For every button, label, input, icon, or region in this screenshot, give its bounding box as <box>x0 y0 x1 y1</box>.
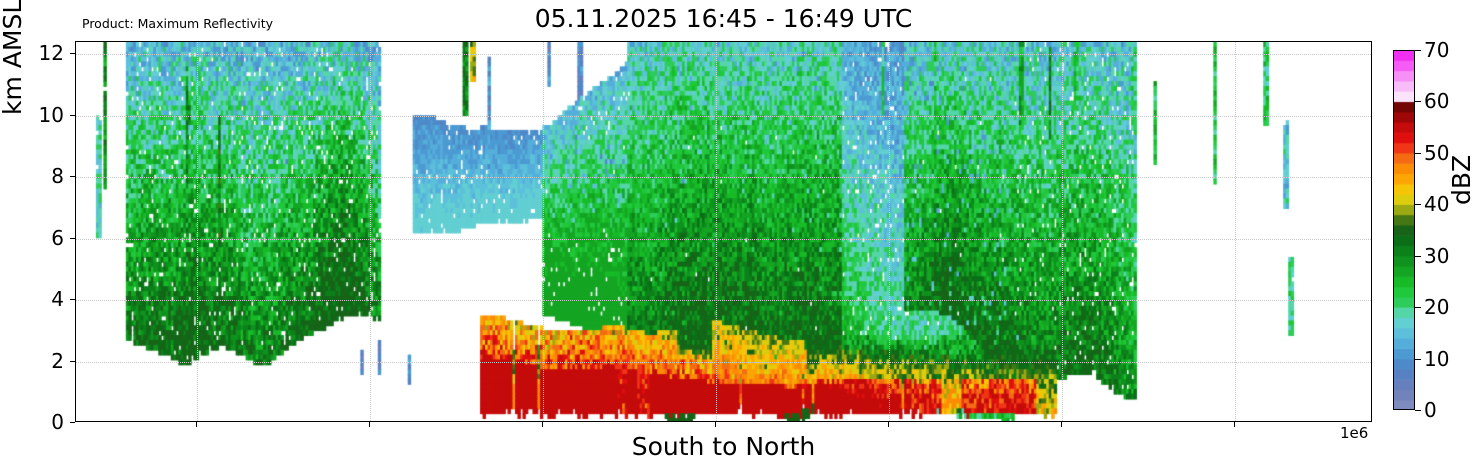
gridline-horizontal <box>76 361 1371 363</box>
colorbar-tick-mark <box>1415 50 1421 51</box>
x-tick-mark <box>368 422 370 427</box>
x-tick-mark <box>887 422 889 427</box>
y-tick-label: 4 <box>51 287 64 312</box>
colorbar-tick-mark <box>1415 101 1421 103</box>
gridline-vertical <box>197 42 199 421</box>
colorbar-tick-mark <box>1415 152 1421 154</box>
colorbar-tick-label: 10 <box>1424 346 1450 371</box>
y-tick-label: 6 <box>51 225 64 250</box>
y-tick-label: 2 <box>51 348 64 373</box>
gridline-horizontal <box>76 177 1371 179</box>
colorbar-tick-mark <box>1415 255 1421 257</box>
x-axis-label: South to North <box>631 432 816 461</box>
colorbar-tick-mark <box>1415 204 1421 206</box>
gridline-vertical <box>715 42 717 421</box>
reflectivity-heatmap <box>76 42 1371 421</box>
colorbar-tick-label: 40 <box>1424 192 1450 217</box>
y-tick-mark <box>70 114 75 116</box>
colorbar-tick-label: 60 <box>1424 89 1450 114</box>
x-tick-mark <box>196 422 198 427</box>
colorbar-tick-mark <box>1415 358 1421 360</box>
colorbar-label: dBZ <box>1447 154 1476 205</box>
y-tick-label: 0 <box>51 410 64 434</box>
gridline-vertical <box>369 42 371 421</box>
gridline-vertical <box>1061 42 1063 421</box>
colorbar-tick-label: 0 <box>1424 398 1437 422</box>
y-tick-label: 10 <box>38 102 64 127</box>
colorbar-tick-mark <box>1415 410 1421 411</box>
y-tick-mark <box>70 299 75 301</box>
y-tick-label: 8 <box>51 164 64 189</box>
y-tick-mark <box>70 237 75 239</box>
y-tick-mark <box>70 53 75 55</box>
gridline-horizontal <box>76 238 1371 240</box>
x-tick-mark <box>541 422 543 427</box>
colorbar-tick-label: 70 <box>1424 38 1450 62</box>
gridline-horizontal <box>76 115 1371 117</box>
y-tick-label: 12 <box>38 41 64 66</box>
y-tick-mark <box>70 176 75 178</box>
colorbar-tick-mark <box>1415 307 1421 309</box>
y-tick-mark <box>70 422 75 423</box>
plot-area[interactable] <box>75 41 1372 422</box>
gridline-horizontal <box>76 54 1371 56</box>
y-tick-mark <box>70 360 75 362</box>
gridline-vertical <box>542 42 544 421</box>
product-label: Product: Maximum Reflectivity <box>82 16 274 31</box>
x-tick-mark <box>1060 422 1062 427</box>
colorbar[interactable] <box>1393 50 1415 410</box>
colorbar-tick-label: 20 <box>1424 295 1450 320</box>
page-title: 05.11.2025 16:45 - 16:49 UTC <box>534 4 913 33</box>
x-tick-mark <box>1233 422 1235 427</box>
x-tick-mark <box>714 422 716 427</box>
gridline-vertical <box>1234 42 1236 421</box>
colorbar-tick-label: 50 <box>1424 140 1450 165</box>
gridline-vertical <box>888 42 890 421</box>
x-axis-offset-text: 1e6 <box>1340 424 1369 442</box>
gridline-horizontal <box>76 300 1371 302</box>
colorbar-tick-label: 30 <box>1424 243 1450 268</box>
colorbar-gradient <box>1393 50 1415 410</box>
